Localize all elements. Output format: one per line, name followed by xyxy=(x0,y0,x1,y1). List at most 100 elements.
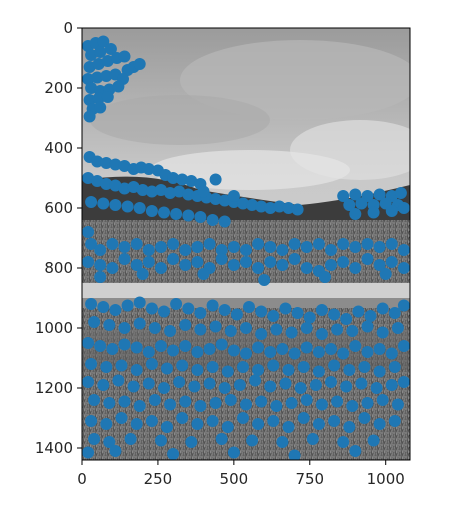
data-point xyxy=(361,238,374,250)
data-point xyxy=(325,376,337,388)
data-point xyxy=(101,55,114,67)
data-point xyxy=(91,155,104,168)
x-tick-label: 0 xyxy=(77,470,87,488)
data-point xyxy=(85,82,98,94)
data-point xyxy=(170,208,183,220)
data-point xyxy=(197,185,210,198)
data-point xyxy=(319,271,331,283)
scatter-points xyxy=(82,35,410,460)
data-point xyxy=(167,253,180,265)
data-point xyxy=(176,412,189,424)
data-point xyxy=(85,196,98,208)
data-point xyxy=(246,434,259,447)
data-point xyxy=(145,185,158,198)
data-point xyxy=(252,238,265,250)
data-point xyxy=(373,365,386,378)
data-point xyxy=(170,298,183,310)
data-point xyxy=(276,244,289,256)
data-point xyxy=(109,199,122,211)
data-point xyxy=(136,268,149,280)
data-point xyxy=(173,185,186,198)
data-point xyxy=(364,310,377,322)
data-point xyxy=(155,434,167,447)
data-point xyxy=(203,343,216,355)
data-point xyxy=(240,256,252,268)
data-point xyxy=(121,299,134,312)
data-point xyxy=(209,173,222,186)
data-point xyxy=(103,397,116,409)
x-tick-label: 1000 xyxy=(367,470,405,488)
data-point xyxy=(388,415,401,427)
data-point xyxy=(97,379,110,391)
data-point xyxy=(182,209,195,222)
data-point xyxy=(361,253,374,265)
data-point xyxy=(297,412,310,424)
data-point xyxy=(328,308,341,321)
data-point xyxy=(118,182,131,195)
data-point xyxy=(85,415,98,427)
data-point xyxy=(194,307,207,319)
data-point xyxy=(328,415,341,427)
data-point xyxy=(215,244,228,256)
data-point xyxy=(100,178,113,190)
data-point xyxy=(194,211,207,223)
data-point xyxy=(291,307,304,319)
data-point xyxy=(148,322,161,334)
data-point xyxy=(346,400,359,412)
data-point xyxy=(240,244,252,256)
data-point xyxy=(303,311,316,324)
data-point xyxy=(173,376,186,388)
data-point xyxy=(385,347,398,360)
data-point xyxy=(300,394,313,406)
data-point xyxy=(209,397,222,409)
y-tick-label: 1000 xyxy=(35,319,73,337)
data-point xyxy=(118,50,131,63)
data-point xyxy=(100,157,113,169)
data-point xyxy=(385,238,398,250)
data-point xyxy=(97,35,110,48)
data-point xyxy=(91,175,104,187)
data-point xyxy=(142,346,155,358)
data-point xyxy=(249,374,262,387)
data-point xyxy=(112,80,125,93)
data-point xyxy=(167,344,180,357)
data-point xyxy=(92,58,105,70)
data-point xyxy=(82,337,95,349)
data-point xyxy=(100,418,113,430)
data-point xyxy=(197,268,210,280)
data-point xyxy=(158,206,170,219)
data-point xyxy=(103,319,116,331)
data-point xyxy=(312,365,325,378)
data-point xyxy=(255,328,268,340)
data-point xyxy=(373,259,386,271)
data-point xyxy=(237,197,249,210)
data-point xyxy=(367,434,380,447)
data-point xyxy=(340,313,353,325)
data-point xyxy=(246,199,259,211)
data-point xyxy=(300,341,313,354)
data-point xyxy=(288,347,301,360)
data-point xyxy=(328,359,341,372)
data-point xyxy=(103,436,116,448)
data-point xyxy=(361,320,374,333)
data-point xyxy=(106,343,119,355)
data-point xyxy=(379,268,392,280)
data-point xyxy=(91,71,104,84)
y-tick-label: 1200 xyxy=(35,379,73,397)
data-point xyxy=(133,202,146,214)
data-point xyxy=(92,92,105,105)
data-point xyxy=(118,253,131,265)
data-point xyxy=(358,412,371,424)
data-point xyxy=(270,400,283,412)
data-point xyxy=(161,362,173,375)
data-point xyxy=(309,379,322,391)
data-point xyxy=(312,418,325,430)
axes-frame xyxy=(81,27,411,461)
data-point xyxy=(315,328,328,340)
data-point xyxy=(94,340,107,352)
data-point xyxy=(88,433,101,445)
data-point xyxy=(164,187,177,199)
data-point xyxy=(300,322,313,334)
data-point xyxy=(337,190,350,202)
